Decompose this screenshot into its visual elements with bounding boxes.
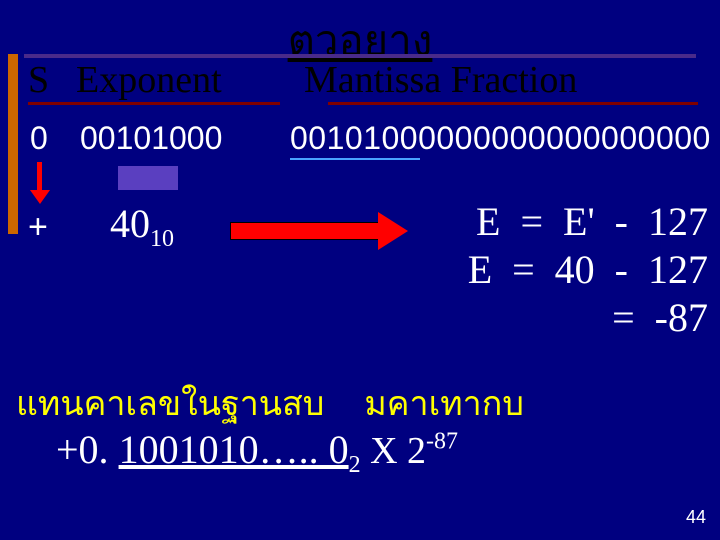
header-underline-left [28,102,280,105]
equation-3: = -87 [468,294,708,342]
accent-bar [8,54,18,234]
down-arrow-icon [34,162,44,202]
bottom-mult: X 2 [361,430,426,472]
sign-plus: + [28,208,48,247]
header-mantissa: Mantissa Fraction [304,58,700,102]
data-exponent: 00101000 [80,120,290,157]
equations: E = E' - 127 E = 40 - 127 = -87 [468,198,708,342]
thai-right: มคาเทากบ [364,385,524,423]
header-exponent: Exponent [76,58,304,102]
bottom-mantissa: 1001010….. 0 [119,427,349,472]
bottom-exp: -87 [426,429,458,455]
thai-left: แทนคาเลขในฐานสบ [16,385,324,423]
equation-2: E = 40 - 127 [468,246,708,294]
bottom-radix: 2 [349,452,361,478]
mantissa-underline [290,158,420,160]
header-underline-right [328,102,698,105]
data-s: 0 [30,120,80,157]
exponent-tab-icon [118,166,178,190]
header-s: S [28,58,76,102]
header-row: S Exponent Mantissa Fraction [28,58,700,102]
data-mantissa: 00101000000000000000000 [290,120,715,157]
page-number: 44 [686,507,706,528]
right-arrow-icon [230,216,410,246]
exponent-decimal: 4010 [110,200,174,253]
bottom-expression: +0. 1001010….. 02 X 2-87 [56,426,458,479]
thai-caption: แทนคาเลขในฐานสบ มคาเทากบ [16,376,524,430]
equation-1: E = E' - 127 [468,198,708,246]
bottom-sign: +0. [56,427,119,472]
exponent-value: 40 [110,201,150,246]
exponent-base: 10 [150,226,174,252]
data-row: 0 00101000 00101000000000000000000 [30,120,715,157]
